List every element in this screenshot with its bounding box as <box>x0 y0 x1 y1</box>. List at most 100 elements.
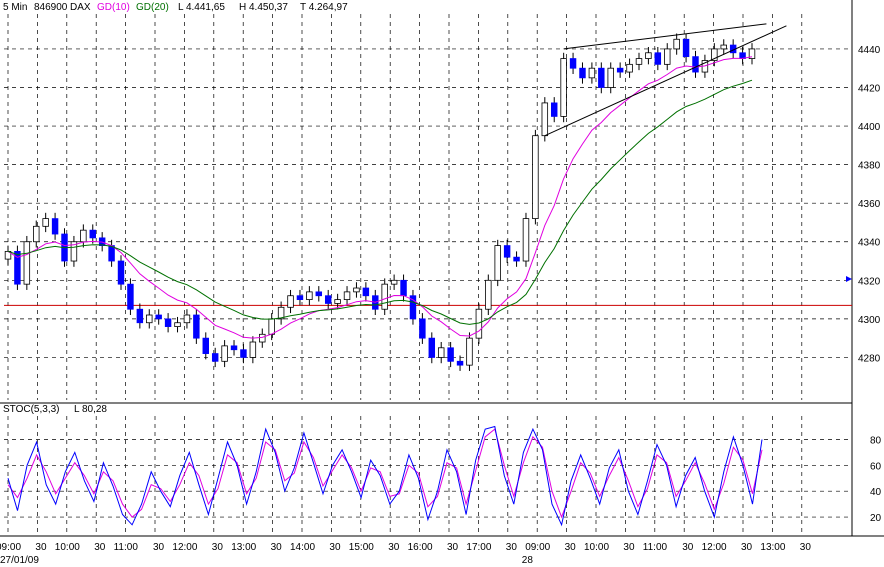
candle-body <box>146 314 153 324</box>
candle-body <box>711 48 718 61</box>
x-tick-label: 30 <box>741 542 753 553</box>
candle-body <box>626 63 633 73</box>
ma10-legend: GD(10) <box>97 2 130 13</box>
candle-body <box>296 295 304 300</box>
symbol-label: DAX <box>70 2 91 13</box>
candle-body <box>51 218 59 235</box>
candle-body <box>720 44 727 50</box>
interval-label: 5 Min <box>3 2 27 13</box>
candle-body <box>249 341 257 358</box>
x-tick-label: 16:00 <box>408 542 433 553</box>
lower-trendline <box>544 25 787 137</box>
candle-body <box>748 48 756 59</box>
candle-body <box>522 218 530 262</box>
candle-body <box>654 52 662 65</box>
low-value: L 4.441,65 <box>178 2 225 13</box>
candle-body <box>485 279 492 310</box>
candle-body <box>437 347 445 358</box>
y-tick-label: 4360 <box>858 199 881 210</box>
x-tick-label: 10:00 <box>55 542 80 553</box>
y-tick-label: 4380 <box>858 161 881 172</box>
stoch-value: L 80,28 <box>74 404 107 415</box>
candle-body <box>164 318 172 327</box>
x-tick-label: 30 <box>565 542 577 553</box>
candle-body <box>80 229 87 243</box>
candle-body <box>532 135 539 220</box>
candle-body <box>343 291 351 300</box>
candle-body <box>409 295 417 320</box>
candle-body <box>174 322 181 327</box>
stochastic-panel <box>7 425 763 527</box>
x-tick-label: 30 <box>329 542 341 553</box>
date-label-day1: 27/01/09 <box>0 555 39 566</box>
ma20-legend: GD(20) <box>136 2 169 13</box>
candle-body <box>117 260 125 285</box>
candle-body <box>682 38 690 58</box>
candle-body <box>353 287 360 293</box>
y-tick-label: 4400 <box>858 122 881 133</box>
candle-body <box>598 67 605 88</box>
grid <box>0 0 884 537</box>
stoch-k-line <box>7 425 763 527</box>
candle-body <box>108 245 115 262</box>
candle-body <box>400 279 407 297</box>
candle-body <box>211 353 219 362</box>
candle-body <box>23 241 31 285</box>
x-tick-label: 30 <box>682 542 694 553</box>
candle-body <box>428 337 436 358</box>
candle-body <box>447 347 454 362</box>
candle-body <box>419 318 426 339</box>
candle-body <box>230 345 238 351</box>
y-tick-label: 4320 <box>858 276 881 287</box>
x-tick-label: 15:00 <box>349 542 374 553</box>
x-tick-label: 11:00 <box>643 542 668 553</box>
candle-body <box>466 337 473 366</box>
x-tick-label: 30 <box>212 542 224 553</box>
candle-body <box>136 308 144 324</box>
candle-body <box>70 241 78 262</box>
candle-body <box>324 295 332 304</box>
candle-body <box>193 314 200 339</box>
candle-body <box>287 295 294 308</box>
candle-body <box>390 279 398 285</box>
x-tick-label: 30 <box>35 542 47 553</box>
security-code: 846900 <box>34 2 68 13</box>
y-tick-label: 4340 <box>858 238 881 249</box>
candle-body <box>183 314 191 324</box>
candle-body <box>277 306 285 320</box>
x-tick-label: 13:00 <box>231 542 256 553</box>
candle-body <box>635 58 643 65</box>
candle-body <box>127 283 134 310</box>
candle-body <box>381 283 388 310</box>
upper-trendline <box>563 23 767 50</box>
y-tick-label: 4420 <box>858 83 881 94</box>
candle-body <box>89 229 96 239</box>
candle-body <box>673 38 680 50</box>
axes: 09:00 30 10:00 30 11:00 30 12:00 30 13:00 30 14:00… <box>0 45 882 566</box>
stoch-y-tick-label: 80 <box>870 435 882 446</box>
candle-body <box>664 48 671 65</box>
high-value: H 4.450,37 <box>239 2 288 13</box>
stoch-y-tick-label: 40 <box>870 487 882 498</box>
date-label-day2: 28 <box>522 555 534 566</box>
candle-body <box>306 291 313 300</box>
ma10-line <box>7 56 753 339</box>
x-tick-label: 30 <box>153 542 165 553</box>
x-tick-label: 09:00 <box>0 542 21 553</box>
candle-body <box>503 245 511 258</box>
candle-body <box>551 102 558 117</box>
x-tick-label: 12:00 <box>702 542 727 553</box>
candle-body <box>456 360 464 366</box>
x-tick-label: 14:00 <box>290 542 315 553</box>
candle-body <box>541 102 549 137</box>
last-value: T 4.264,97 <box>300 2 348 13</box>
x-tick-label: 30 <box>800 542 812 553</box>
candle-body <box>334 299 341 304</box>
x-tick-label: 30 <box>388 542 400 553</box>
x-tick-label: 30 <box>623 542 635 553</box>
x-tick-label: 30 <box>447 542 459 553</box>
stoch-legend: STOC(5,3,3) <box>3 404 60 415</box>
candle-body <box>14 250 21 285</box>
last-price-marker <box>846 276 852 282</box>
candle-body <box>560 58 567 117</box>
